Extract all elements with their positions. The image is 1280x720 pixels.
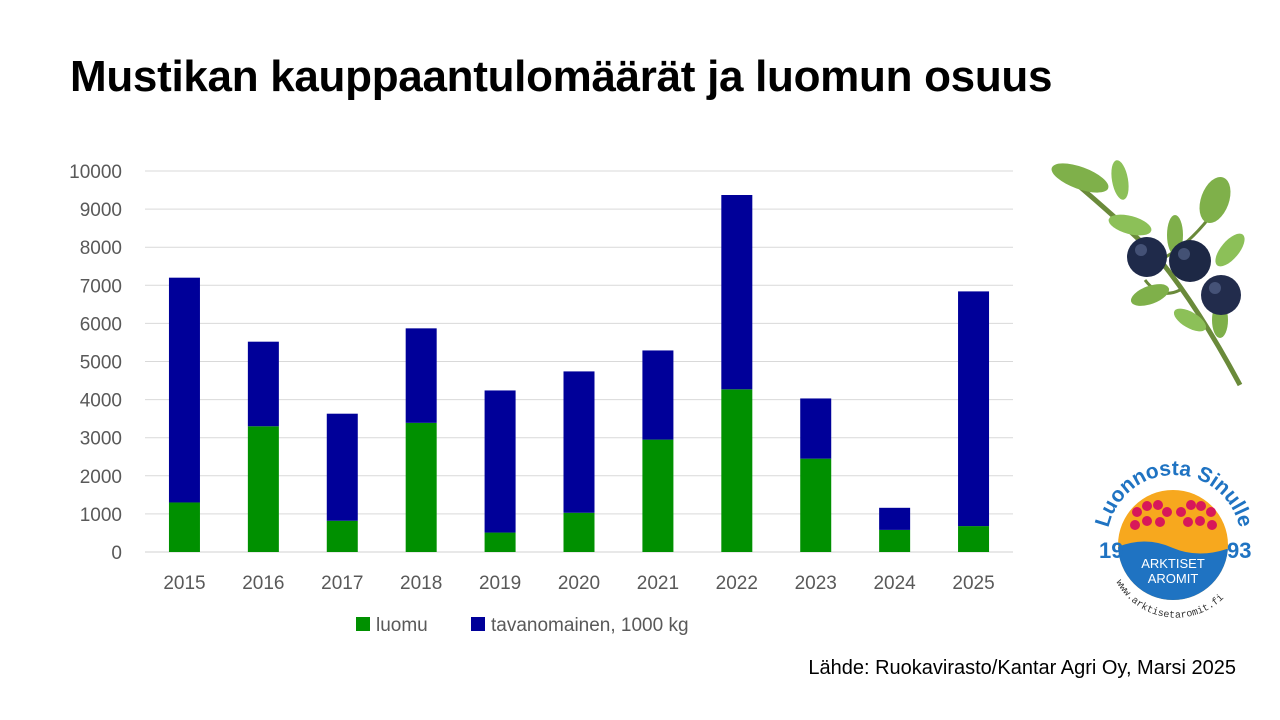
y-tick-label: 1000 [80, 505, 122, 526]
y-tick-label: 4000 [80, 391, 122, 412]
bar-tavanomainen-2024 [879, 507, 911, 530]
source-note: Lähde: Ruokavirasto/Kantar Agri Oy, Mars… [808, 657, 1236, 679]
bar-tavanomainen-2022 [721, 195, 753, 390]
bar-luomu-2025 [958, 526, 990, 552]
legend-swatch-luomu [356, 617, 370, 631]
y-tick-label: 3000 [80, 429, 122, 450]
bar-tavanomainen-2015 [168, 277, 200, 503]
logo-name-line2: AROMIT [1148, 571, 1199, 586]
bar-luomu-2016 [247, 426, 279, 552]
bar-luomu-2019 [484, 532, 516, 552]
x-tick-label: 2025 [952, 573, 994, 594]
bar-tavanomainen-2021 [642, 350, 674, 440]
y-tick-label: 5000 [80, 353, 122, 374]
x-tick-label: 2019 [479, 573, 521, 594]
bar-tavanomainen-2016 [247, 341, 279, 427]
bar-tavanomainen-2018 [405, 328, 437, 423]
y-tick-label: 9000 [80, 200, 122, 221]
bar-tavanomainen-2017 [326, 413, 358, 521]
y-tick-label: 0 [111, 543, 122, 564]
y-tick-label: 8000 [80, 238, 122, 259]
bar-luomu-2022 [721, 389, 753, 552]
x-tick-label: 2018 [400, 573, 442, 594]
x-tick-label: 2016 [242, 573, 284, 594]
x-tick-label: 2021 [637, 573, 679, 594]
logo-year-left: 19 [1099, 538, 1123, 563]
bar-tavanomainen-2025 [958, 291, 990, 527]
bar-tavanomainen-2020 [563, 371, 595, 513]
bar-luomu-2020 [563, 512, 595, 552]
y-tick-label: 2000 [80, 467, 122, 488]
bar-luomu-2024 [879, 529, 911, 552]
x-tick-label: 2024 [873, 573, 916, 594]
bar-luomu-2018 [405, 422, 437, 552]
y-tick-label: 10000 [69, 162, 122, 183]
y-tick-label: 7000 [80, 276, 122, 297]
stacked-bar-chart: 0 1000 2000 3000 4000 5000 6000 7000 8000 9000 100… [69, 162, 1013, 636]
legend-label: tavanomainen, 1000 kg [491, 615, 689, 636]
x-tick-label: 2020 [558, 573, 600, 594]
logo-year-right: 93 [1227, 538, 1251, 563]
legend-label: luomu [376, 615, 428, 636]
blueberry-image [1051, 160, 1245, 387]
logo-name-line1: ARKTISET [1141, 556, 1205, 571]
x-tick-label: 2023 [795, 573, 837, 594]
x-tick-label: 2015 [163, 573, 205, 594]
bar-tavanomainen-2023 [800, 398, 832, 459]
page-title: Mustikan kauppaantulomäärät ja luomun os… [70, 52, 1053, 101]
bar-luomu-2021 [642, 439, 674, 552]
bar-luomu-2017 [326, 520, 358, 552]
y-tick-label: 6000 [80, 314, 122, 335]
bar-luomu-2023 [800, 458, 832, 552]
bar-tavanomainen-2019 [484, 390, 516, 533]
bar-luomu-2015 [168, 502, 200, 552]
x-tick-label: 2017 [321, 573, 363, 594]
arktiset-aromit-logo: Luonnosta Sinulle 19 93 ARKTISET AROMIT … [1091, 457, 1257, 620]
legend-swatch-tavanomainen [471, 617, 485, 631]
x-tick-label: 2022 [716, 573, 758, 594]
